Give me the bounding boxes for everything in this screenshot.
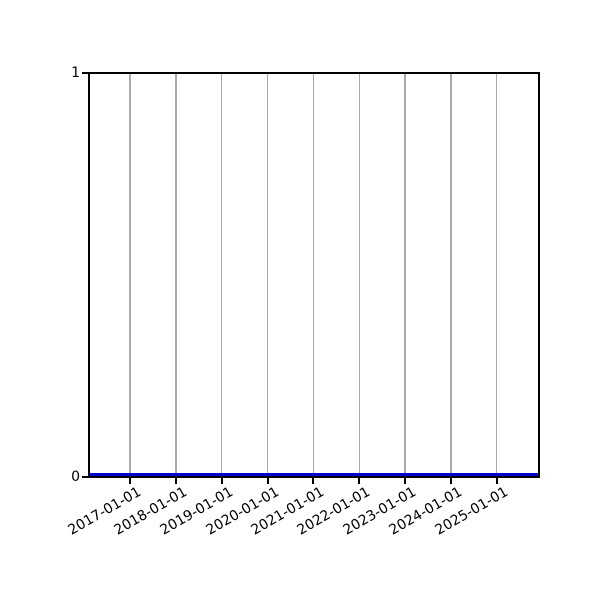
x-gridline bbox=[358, 74, 360, 476]
y-axis-tick bbox=[82, 72, 88, 74]
y-axis-tick-label: 0 bbox=[71, 469, 80, 485]
plot-area bbox=[88, 72, 540, 478]
x-gridline bbox=[496, 74, 498, 476]
x-gridline bbox=[221, 74, 223, 476]
x-axis-tick bbox=[404, 478, 407, 484]
x-gridline bbox=[175, 74, 177, 476]
x-axis-tick bbox=[495, 478, 498, 484]
x-gridline bbox=[266, 74, 269, 476]
x-axis-tick bbox=[220, 478, 223, 484]
x-axis-tick bbox=[358, 478, 361, 484]
y-axis-tick-label: 1 bbox=[71, 65, 80, 81]
x-gridline bbox=[312, 74, 315, 476]
x-gridline bbox=[404, 74, 406, 476]
x-axis-tick bbox=[449, 478, 452, 484]
y-axis-tick bbox=[82, 476, 88, 478]
data-line-series-0 bbox=[90, 473, 538, 476]
x-gridline bbox=[129, 74, 131, 476]
x-axis-tick bbox=[312, 478, 315, 484]
x-axis-tick bbox=[174, 478, 177, 484]
x-axis-tick bbox=[129, 478, 131, 484]
x-gridline bbox=[450, 74, 452, 476]
x-axis-tick bbox=[266, 478, 269, 484]
